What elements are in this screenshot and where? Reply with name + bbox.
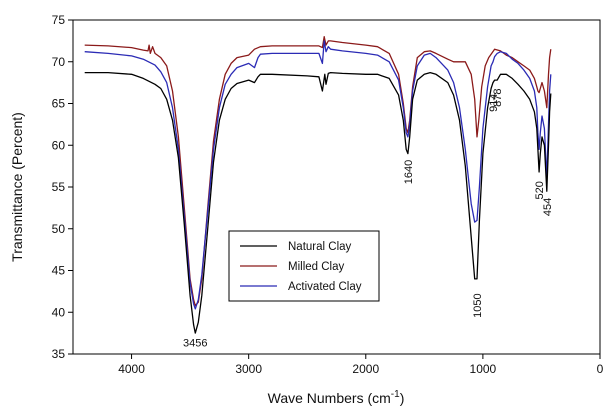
series-line-milled-clay <box>84 36 552 307</box>
y-tick-label-55: 55 <box>52 180 66 194</box>
peak-label-914: 914 <box>488 94 500 112</box>
x-tick-label-3000: 3000 <box>235 362 262 376</box>
peak-label-454: 454 <box>542 198 554 216</box>
y-tick-label-70: 70 <box>52 55 66 69</box>
y-axis-title: Transmittance (Percent) <box>9 112 25 262</box>
peak-label-1640: 1640 <box>403 160 415 184</box>
x-axis-title-superscript: -1 <box>391 389 400 400</box>
peak-label-1050: 1050 <box>472 293 484 317</box>
y-axis: 35 40 45 50 55 60 65 70 75 <box>52 13 73 361</box>
peak-label-878: 878 <box>492 89 504 107</box>
plot-frame <box>72 19 601 355</box>
y-tick-label-60: 60 <box>52 138 66 152</box>
x-axis-title-close: ) <box>400 390 405 406</box>
series-line-natural-clay <box>84 71 552 334</box>
x-tick-label-0: 0 <box>597 362 604 376</box>
series-line-activated-clay <box>84 40 552 310</box>
legend: Natural Clay Milled Clay Activated Clay <box>228 230 380 302</box>
y-tick-label-45: 45 <box>52 264 66 278</box>
y-tick-label-65: 65 <box>52 97 66 111</box>
y-tick-label-35: 35 <box>52 347 66 361</box>
legend-label-natural-clay: Natural Clay <box>288 241 352 253</box>
x-axis: 4000 3000 2000 1000 0 <box>118 354 604 376</box>
x-axis-title-main: Wave Numbers (cm <box>268 390 391 406</box>
y-tick-label-40: 40 <box>52 305 66 319</box>
x-axis-title: Wave Numbers (cm-1) <box>268 389 405 406</box>
legend-label-milled-clay: Milled Clay <box>288 261 344 273</box>
peak-label-520: 520 <box>534 181 546 199</box>
series-layer <box>84 36 552 334</box>
x-tick-label-4000: 4000 <box>118 362 145 376</box>
x-tick-label-1000: 1000 <box>470 362 497 376</box>
y-tick-label-75: 75 <box>52 13 66 27</box>
legend-box <box>228 230 380 302</box>
legend-label-activated-clay: Activated Clay <box>288 281 362 293</box>
y-tick-label-50: 50 <box>52 222 66 236</box>
x-tick-label-2000: 2000 <box>352 362 379 376</box>
peak-label-3456: 3456 <box>183 337 207 349</box>
